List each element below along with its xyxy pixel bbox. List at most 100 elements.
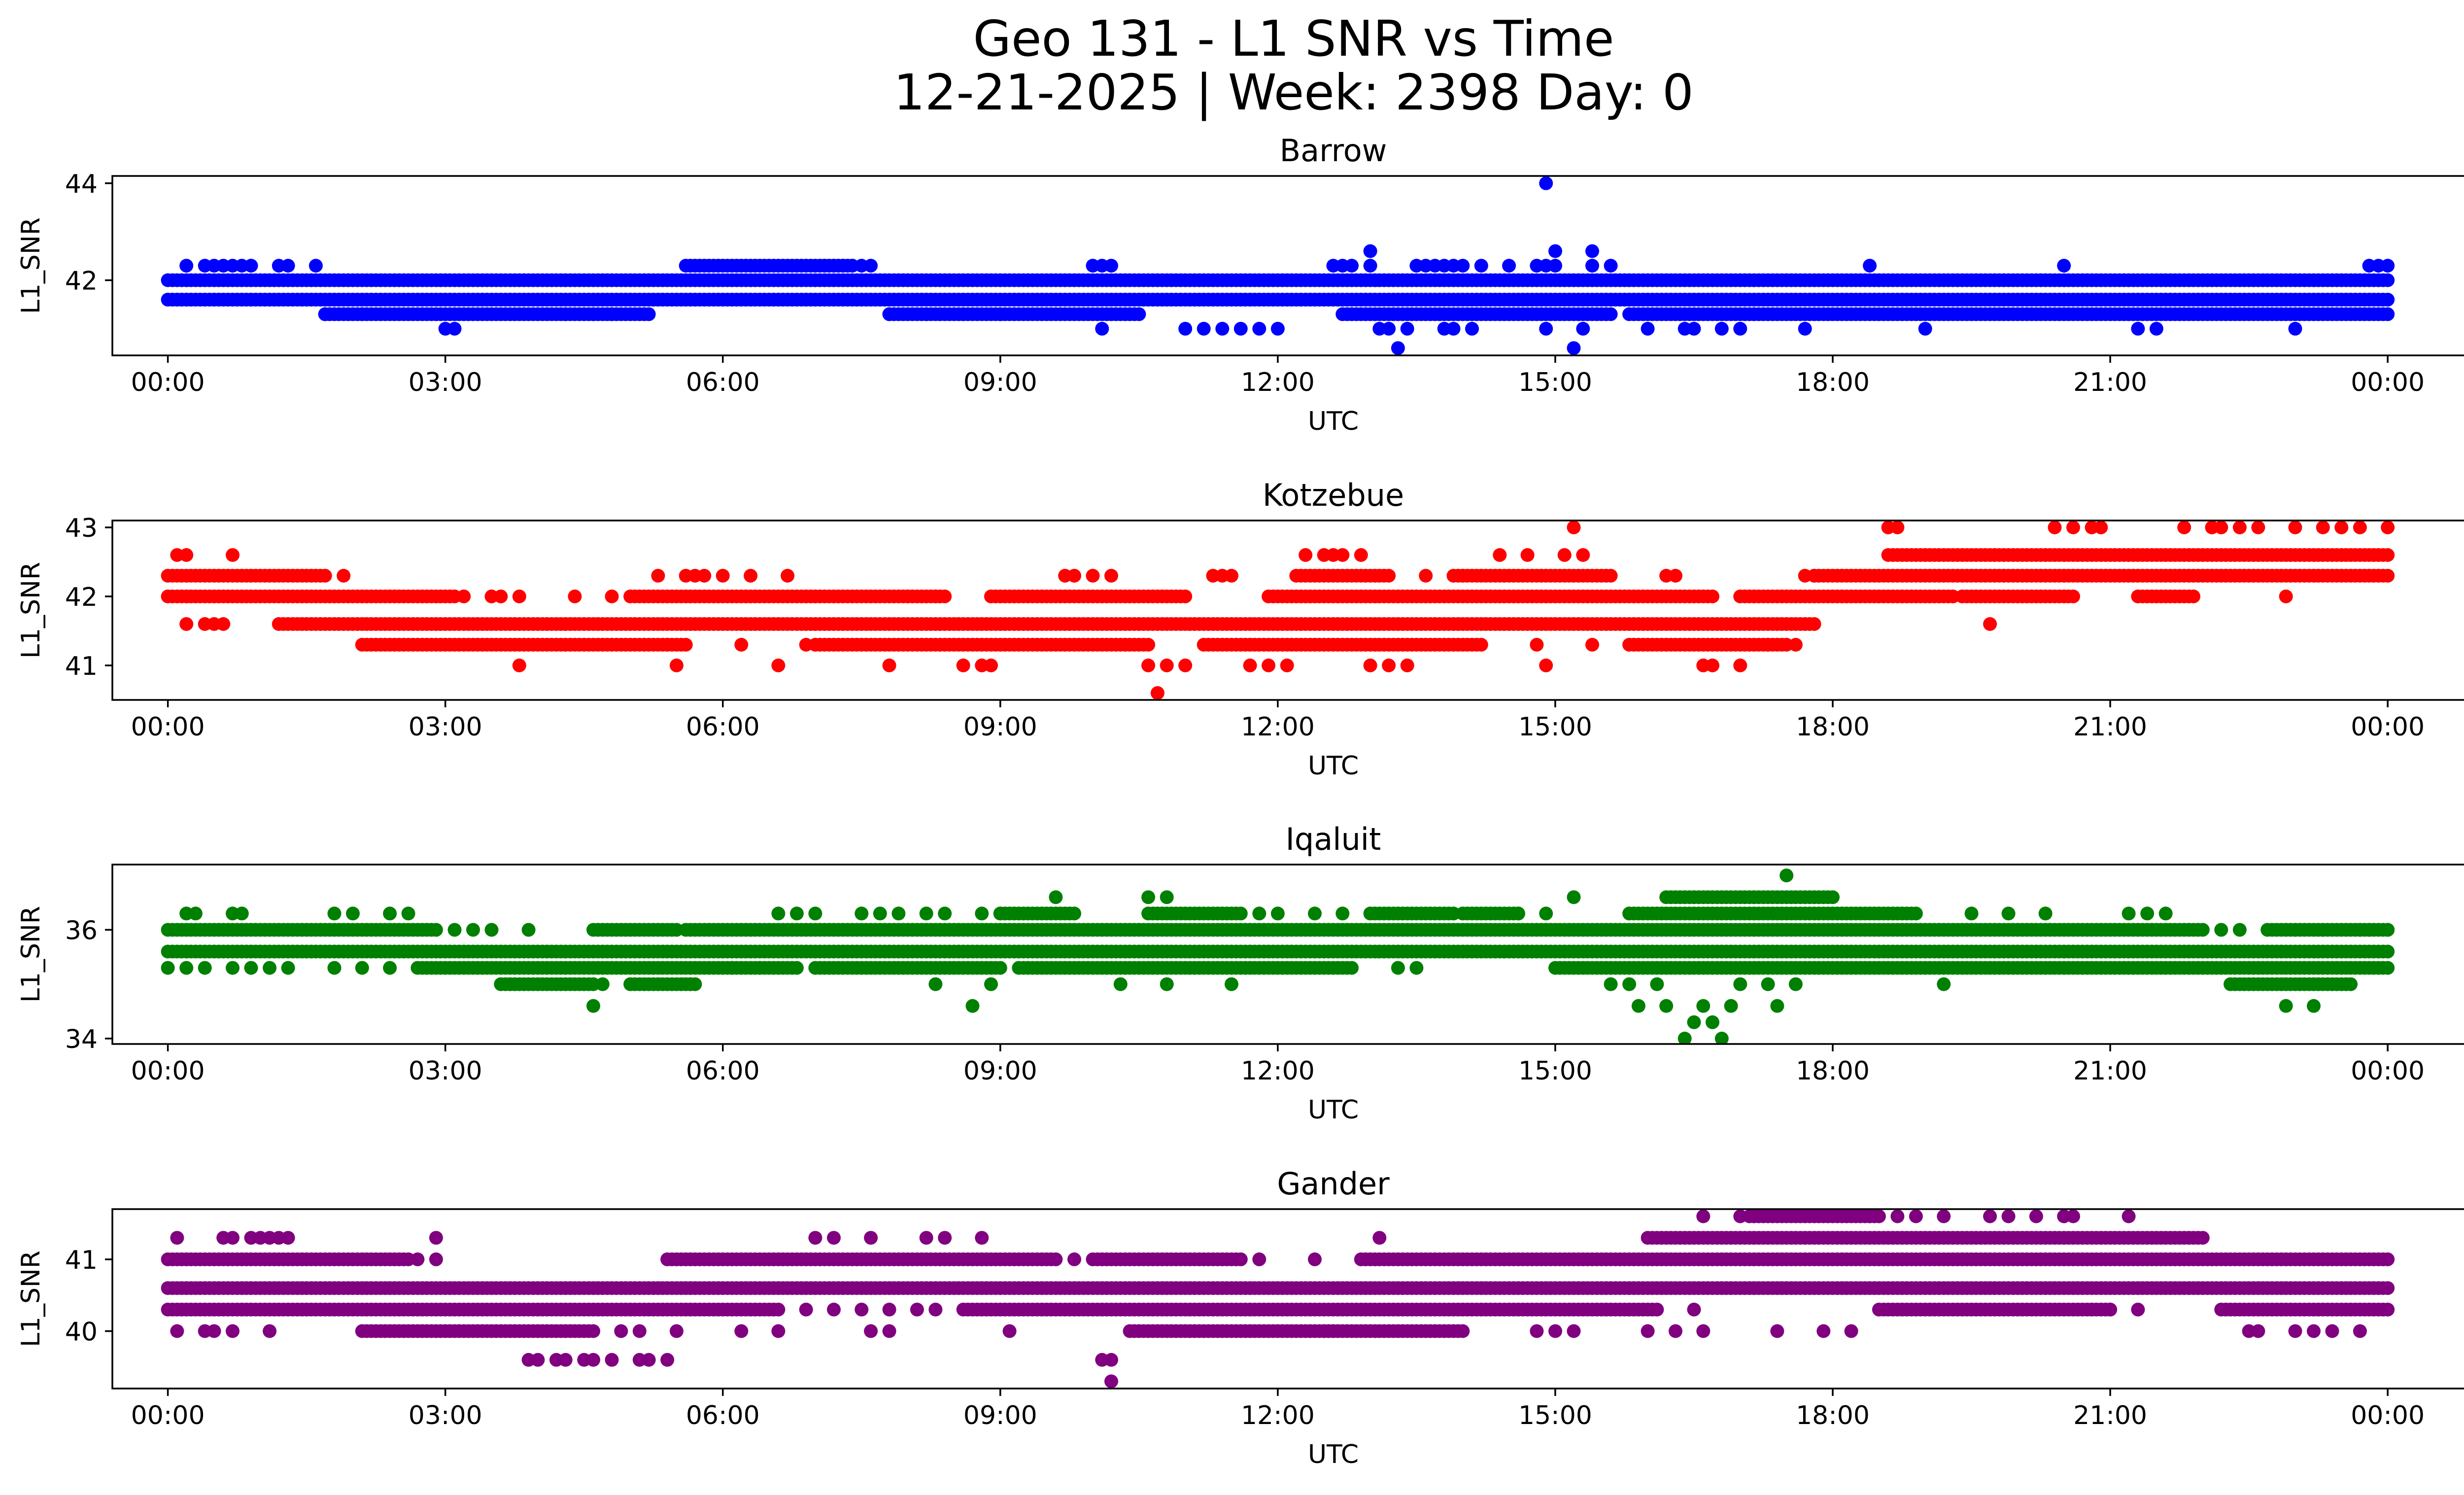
data-point xyxy=(1964,906,1979,921)
data-point xyxy=(1400,321,1414,336)
data-point xyxy=(512,659,526,672)
x-tick-label: 00:00 xyxy=(131,712,205,742)
data-point xyxy=(2381,292,2395,307)
data-point xyxy=(1160,977,1174,991)
data-point xyxy=(1363,259,1377,273)
data-point xyxy=(327,961,342,975)
data-point xyxy=(1530,638,1544,652)
data-point xyxy=(1669,569,1682,583)
data-point xyxy=(2381,923,2395,937)
y-axis-label: L1_SNR xyxy=(16,217,46,314)
data-point xyxy=(919,906,933,921)
data-point xyxy=(1409,961,1424,975)
y-tick-label: 34 xyxy=(65,1025,98,1054)
data-point xyxy=(873,906,887,921)
data-point xyxy=(281,961,295,975)
data-point xyxy=(512,590,526,603)
data-point xyxy=(799,638,813,652)
data-point xyxy=(447,321,462,336)
data-point xyxy=(669,659,684,672)
data-point xyxy=(466,923,480,937)
x-tick-label: 00:00 xyxy=(131,1056,205,1086)
data-point xyxy=(2279,590,2293,603)
data-point xyxy=(1918,321,1932,336)
x-tick-label: 06:00 xyxy=(686,368,760,397)
data-point xyxy=(2048,521,2062,534)
data-point xyxy=(2316,521,2330,534)
data-point xyxy=(2307,999,2321,1013)
data-point xyxy=(318,569,332,583)
data-point xyxy=(2066,590,2080,603)
data-point xyxy=(1197,321,1211,336)
data-point xyxy=(679,638,693,652)
data-point xyxy=(789,961,804,975)
data-point xyxy=(1233,321,1248,336)
data-point xyxy=(2344,977,2358,991)
x-tick-label: 12:00 xyxy=(1241,712,1315,742)
data-point xyxy=(1270,321,1285,336)
data-point xyxy=(2131,321,2145,336)
data-point xyxy=(1160,659,1174,672)
x-tick-label: 15:00 xyxy=(1518,1056,1592,1086)
data-point xyxy=(901,590,915,603)
data-point xyxy=(1067,906,1081,921)
x-tick-label: 09:00 xyxy=(963,368,1037,397)
data-point xyxy=(2066,521,2080,534)
data-point xyxy=(753,961,767,975)
data-point xyxy=(1539,906,1553,921)
data-point xyxy=(1104,259,1118,273)
data-point xyxy=(2381,273,2395,287)
data-point xyxy=(1557,548,1572,562)
data-point xyxy=(781,569,795,583)
data-point xyxy=(1770,999,1784,1013)
data-point xyxy=(161,961,175,975)
data-point xyxy=(642,307,656,321)
x-tick-label: 00:00 xyxy=(2351,368,2425,397)
data-point xyxy=(2195,923,2210,937)
data-point xyxy=(2353,521,2367,534)
data-point xyxy=(179,548,194,562)
data-point xyxy=(2381,521,2395,534)
data-point xyxy=(263,961,277,975)
data-point xyxy=(1280,659,1294,672)
data-point xyxy=(2316,923,2330,937)
data-point xyxy=(1141,638,1156,652)
data-point xyxy=(216,617,231,631)
data-point xyxy=(1502,259,1516,273)
data-point xyxy=(2381,961,2395,975)
data-point xyxy=(2232,521,2247,534)
data-point xyxy=(1382,321,1396,336)
data-point xyxy=(1548,259,1562,273)
x-tick-label: 15:00 xyxy=(1518,712,1592,742)
x-axis-label: UTC xyxy=(1308,407,1359,436)
axes-frame xyxy=(111,864,2464,1045)
data-point xyxy=(1585,244,1599,258)
data-point xyxy=(2288,521,2302,534)
data-point xyxy=(1567,341,1581,355)
data-point xyxy=(928,977,943,991)
data-point xyxy=(244,961,258,975)
y-tick-label: 42 xyxy=(65,267,98,296)
y-tick-label: 36 xyxy=(65,916,98,945)
subplot-title: Kotzebue xyxy=(1263,477,1404,513)
data-point xyxy=(1243,659,1257,672)
data-point xyxy=(235,906,249,921)
data-point xyxy=(198,961,212,975)
data-point xyxy=(1576,321,1590,336)
data-point xyxy=(2214,521,2228,534)
x-tick-label: 18:00 xyxy=(1796,712,1870,742)
x-tick-label: 18:00 xyxy=(1796,1056,1870,1086)
data-point xyxy=(938,906,952,921)
data-point xyxy=(928,590,943,603)
data-point xyxy=(2381,569,2395,583)
data-point xyxy=(558,307,573,321)
x-tick-label: 00:00 xyxy=(2351,712,2425,742)
data-point xyxy=(956,659,970,672)
data-point xyxy=(975,906,989,921)
y-tick-label: 42 xyxy=(65,583,98,612)
data-point xyxy=(595,977,610,991)
data-point xyxy=(2149,321,2163,336)
data-point xyxy=(1733,321,1747,336)
x-axis-label: UTC xyxy=(1308,1095,1359,1125)
